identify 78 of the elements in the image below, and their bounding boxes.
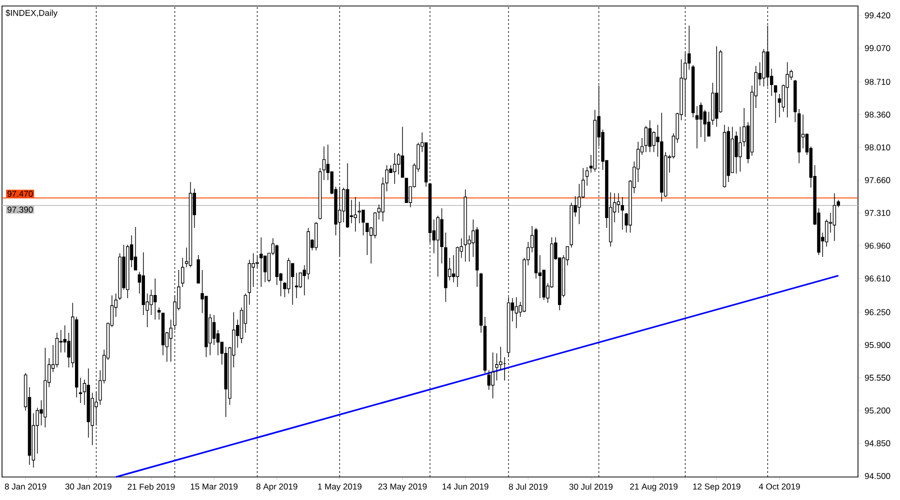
x-tick-label: 14 Jun 2019: [442, 484, 488, 490]
candlestick: [181, 258, 184, 288]
candlestick: [322, 146, 326, 181]
candlestick: [514, 296, 518, 328]
candlestick: [366, 222, 369, 256]
candlestick: [362, 210, 365, 236]
candlestick: [169, 319, 172, 362]
y-tick-label: 95.200: [864, 408, 890, 414]
candlestick: [832, 192, 836, 242]
candlestick: [801, 114, 805, 149]
candlestick: [212, 314, 216, 346]
y-tick-label: 97.310: [864, 210, 890, 216]
candlestick: [134, 226, 138, 270]
candlestick: [824, 219, 828, 247]
y-tick-label: 96.960: [864, 242, 890, 249]
candlestick: [400, 126, 404, 178]
chart-title: $INDEX,Daily: [6, 10, 58, 18]
y-tick-label: 99.070: [864, 45, 890, 52]
y-tick-label: 98.710: [864, 78, 890, 85]
y-tick-label: 96.250: [864, 309, 890, 316]
x-tick-label: 21 Aug 2019: [630, 484, 678, 492]
candlestick: [616, 192, 620, 214]
candlestick: [358, 201, 361, 224]
x-tick-label: 8 Apr 2019: [256, 484, 298, 492]
candlestick: [648, 120, 652, 152]
candlestick: [578, 184, 581, 225]
x-tick-label: 1 May 2019: [318, 484, 362, 492]
candlestick: [290, 263, 294, 306]
candlestick: [774, 85, 778, 124]
y-tick-label: 94.500: [864, 473, 890, 480]
candlestick: [495, 353, 498, 381]
x-tick-label: 8 Jan 2019: [4, 484, 46, 490]
candlestick: [699, 102, 703, 138]
candlestick: [396, 152, 400, 175]
candlestick: [373, 212, 377, 239]
x-tick-label: 12 Sep 2019: [693, 484, 740, 492]
candlestick: [436, 215, 440, 277]
x-tick-label: 8 Jul 2019: [508, 484, 548, 490]
y-tick-label: 96.610: [864, 275, 890, 282]
ref-line-label: 97.390: [8, 206, 33, 213]
candlestick: [298, 272, 302, 288]
candlestick: [354, 196, 358, 232]
y-tick-label: 98.010: [864, 144, 890, 150]
y-tick-label: 99.420: [864, 12, 890, 18]
candlestick: [585, 166, 589, 186]
candlestick: [78, 377, 82, 404]
candlestick: [393, 152, 396, 184]
x-tick-label: 21 Feb 2019: [128, 484, 175, 490]
x-tick-label: 30 Jul 2019: [569, 484, 613, 490]
ref-line-label: 97.470: [8, 190, 33, 197]
candlestick: [487, 370, 491, 390]
candlestick: [786, 62, 789, 118]
candlestick: [499, 346, 502, 371]
candlestick: [157, 307, 161, 320]
candlestick: [154, 278, 157, 320]
candlestick: [707, 111, 710, 136]
y-tick-label: 98.360: [864, 112, 890, 118]
candlestick: [652, 131, 656, 152]
candlestick: [263, 256, 267, 283]
candlestick: [738, 126, 742, 172]
x-tick-label: 4 Oct 2019: [758, 484, 800, 490]
candlestick: [734, 131, 738, 174]
candlestick: [385, 164, 388, 192]
y-tick-label: 97.660: [864, 177, 890, 184]
x-tick-label: 15 Mar 2019: [190, 484, 238, 490]
y-tick-label: 94.850: [864, 440, 890, 446]
candlestick: [196, 254, 200, 284]
candlestick: [150, 289, 153, 316]
candlestick: [620, 196, 624, 230]
candlestick: [644, 125, 648, 152]
y-tick-label: 95.550: [864, 374, 890, 381]
candlestick: [294, 272, 298, 298]
candlestick: [695, 106, 699, 149]
y-tick-label: 95.900: [864, 342, 890, 348]
x-tick-label: 30 Jan 2019: [65, 484, 112, 490]
x-tick-label: 23 May 2019: [378, 484, 427, 492]
candlestick: [260, 236, 263, 288]
candlestick: [491, 352, 494, 399]
